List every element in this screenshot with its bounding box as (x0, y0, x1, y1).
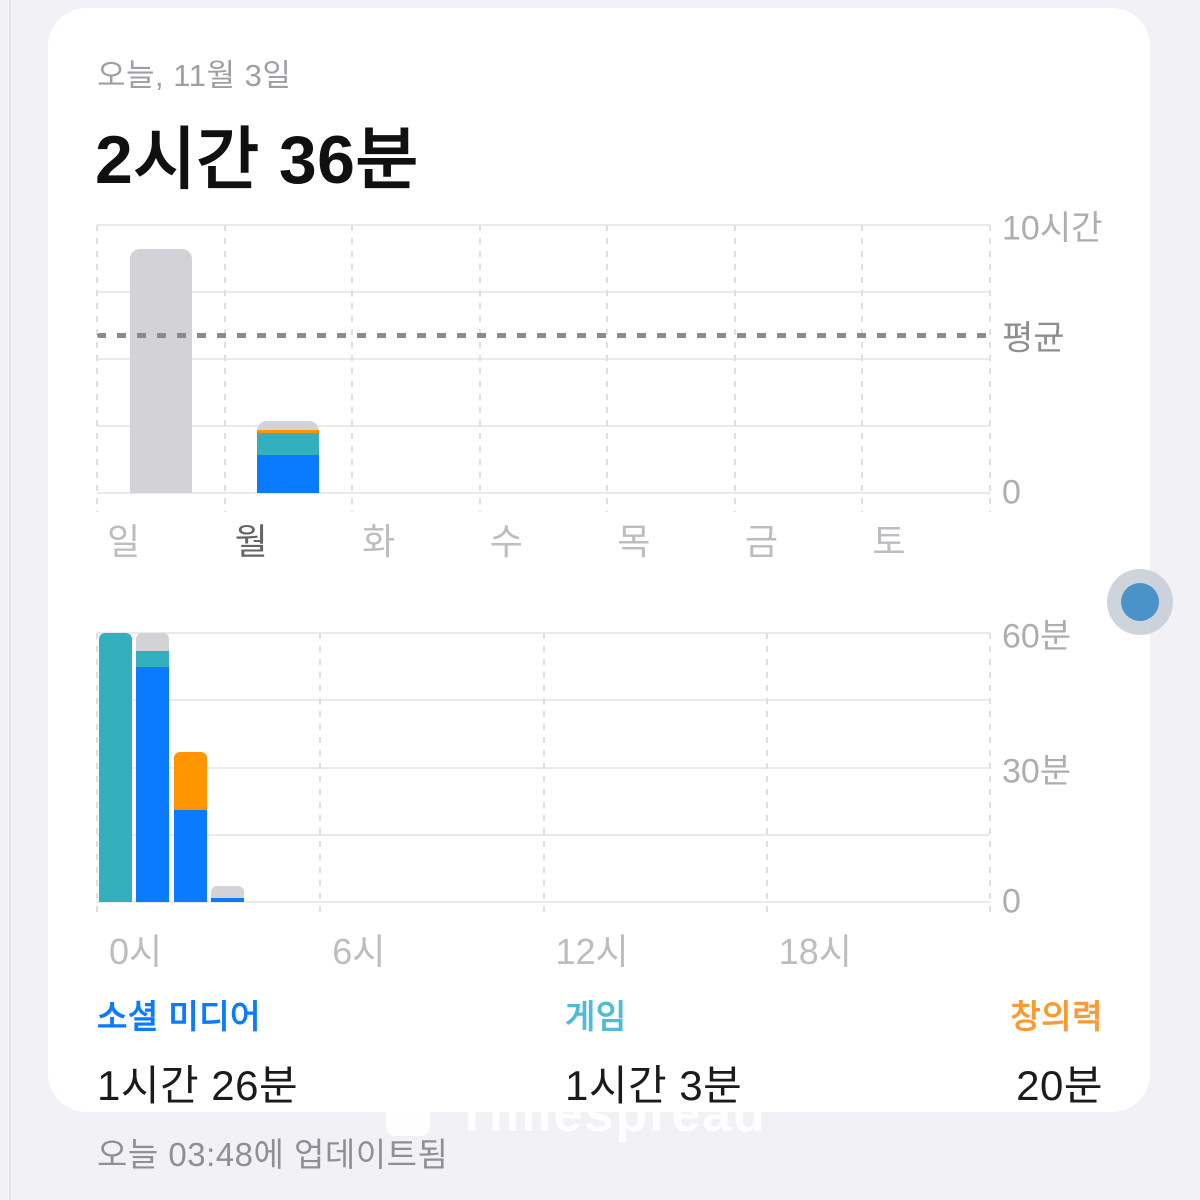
y-axis-label: 평균 (1002, 319, 1065, 358)
x-axis-label-day[interactable]: 토 (872, 521, 906, 562)
legend-item: 소셜 미디어 1시간 26분 (97, 990, 298, 1113)
legend-category-label: 소셜 미디어 (97, 998, 261, 1035)
x-axis-label-day[interactable]: 수 (489, 521, 523, 562)
gridline-horizontal (97, 291, 990, 293)
usage-bar[interactable] (136, 633, 170, 902)
updated-timestamp: 오늘 03:48에 업데이트됨 (97, 1136, 449, 1173)
gridline-vertical-dashed (96, 633, 98, 918)
usage-bar-segment-social (173, 810, 207, 902)
gridline-vertical-dashed (861, 225, 864, 512)
usage-bar-segment-other (129, 249, 192, 493)
gridline-vertical-dashed (989, 633, 991, 918)
usage-bar-segment-social (257, 455, 320, 493)
x-axis-label-day[interactable]: 일 (107, 521, 141, 562)
legend-category-label: 게임 (565, 998, 627, 1035)
usage-bar-segment-other (257, 420, 320, 431)
timespread-logo-icon (386, 1092, 430, 1136)
legend-item: 게임 1시간 3분 (565, 990, 742, 1113)
gridline-vertical-dashed (542, 633, 545, 918)
gridline-vertical-dashed (319, 633, 322, 918)
gridline-vertical-dashed (223, 225, 226, 512)
date-label: 오늘, 11월 3일 (97, 58, 292, 93)
gridline-vertical-dashed (733, 225, 736, 512)
usage-bar-segment-game (257, 432, 320, 456)
usage-bar-segment-creativity (257, 430, 320, 433)
y-axis-label: 30분 (1002, 752, 1072, 790)
x-axis-label-hour: 0시 (109, 931, 163, 972)
usage-bar-segment-other (210, 886, 244, 898)
usage-bar-segment-other (136, 633, 170, 651)
usage-bar-segment-creativity (173, 751, 207, 811)
y-axis-label: 0 (1002, 882, 1021, 921)
y-axis-label: 0 (1002, 473, 1021, 512)
watermark-text: Timespread (456, 1085, 767, 1143)
legend-item: 창의력 20분 (1010, 990, 1103, 1113)
gridline-vertical-dashed (765, 633, 768, 918)
usage-bar-segment-game (136, 650, 170, 667)
gridline-horizontal (97, 425, 990, 427)
usage-bar[interactable] (129, 249, 192, 493)
gridline-vertical-dashed (478, 225, 481, 512)
legend-category-label: 창의력 (1010, 998, 1103, 1035)
gridline-vertical-dashed (606, 225, 609, 512)
x-axis-label-day[interactable]: 목 (617, 521, 651, 562)
y-axis-label: 10시간 (1002, 209, 1103, 248)
usage-bar[interactable] (257, 420, 320, 493)
legend-category-value: 20분 (1016, 1062, 1103, 1109)
total-screen-time: 2시간 36분 (95, 122, 419, 198)
x-axis-label-hour: 12시 (555, 931, 629, 972)
pointer-dot (1107, 569, 1173, 635)
pointer-dot-inner-icon (1121, 583, 1159, 621)
usage-bar[interactable] (99, 633, 133, 902)
legend-category-value: 1시간 3분 (565, 1062, 743, 1109)
gridline-vertical-dashed (96, 225, 98, 512)
gridline-horizontal (97, 492, 990, 494)
x-axis-label-hour: 6시 (332, 931, 386, 972)
y-axis-label: 60분 (1002, 617, 1072, 656)
gridline-horizontal (97, 358, 990, 360)
usage-bar[interactable] (210, 886, 244, 902)
x-axis-label-day[interactable]: 금 (744, 521, 778, 562)
legend-category-value: 1시간 26분 (97, 1062, 299, 1109)
x-axis-label-day[interactable]: 화 (362, 521, 396, 562)
gridline-vertical-dashed (989, 225, 991, 512)
x-axis-label-day[interactable]: 월 (234, 521, 268, 562)
usage-bar-segment-game (99, 633, 133, 902)
gridline-horizontal (97, 224, 990, 226)
x-axis-label-hour: 18시 (778, 931, 852, 972)
usage-bar[interactable] (173, 751, 207, 902)
watermark: Timespread (386, 1085, 767, 1143)
average-line (97, 332, 990, 338)
usage-bar-segment-social (136, 666, 170, 902)
daily-usage-chart[interactable]: 60분 30분 0 0시 6시 12시 18시 (48, 8, 1150, 1112)
gridline-vertical-dashed (351, 225, 354, 512)
usage-bar-segment-social (210, 897, 244, 902)
carousel-edge-divider (9, 0, 11, 1200)
